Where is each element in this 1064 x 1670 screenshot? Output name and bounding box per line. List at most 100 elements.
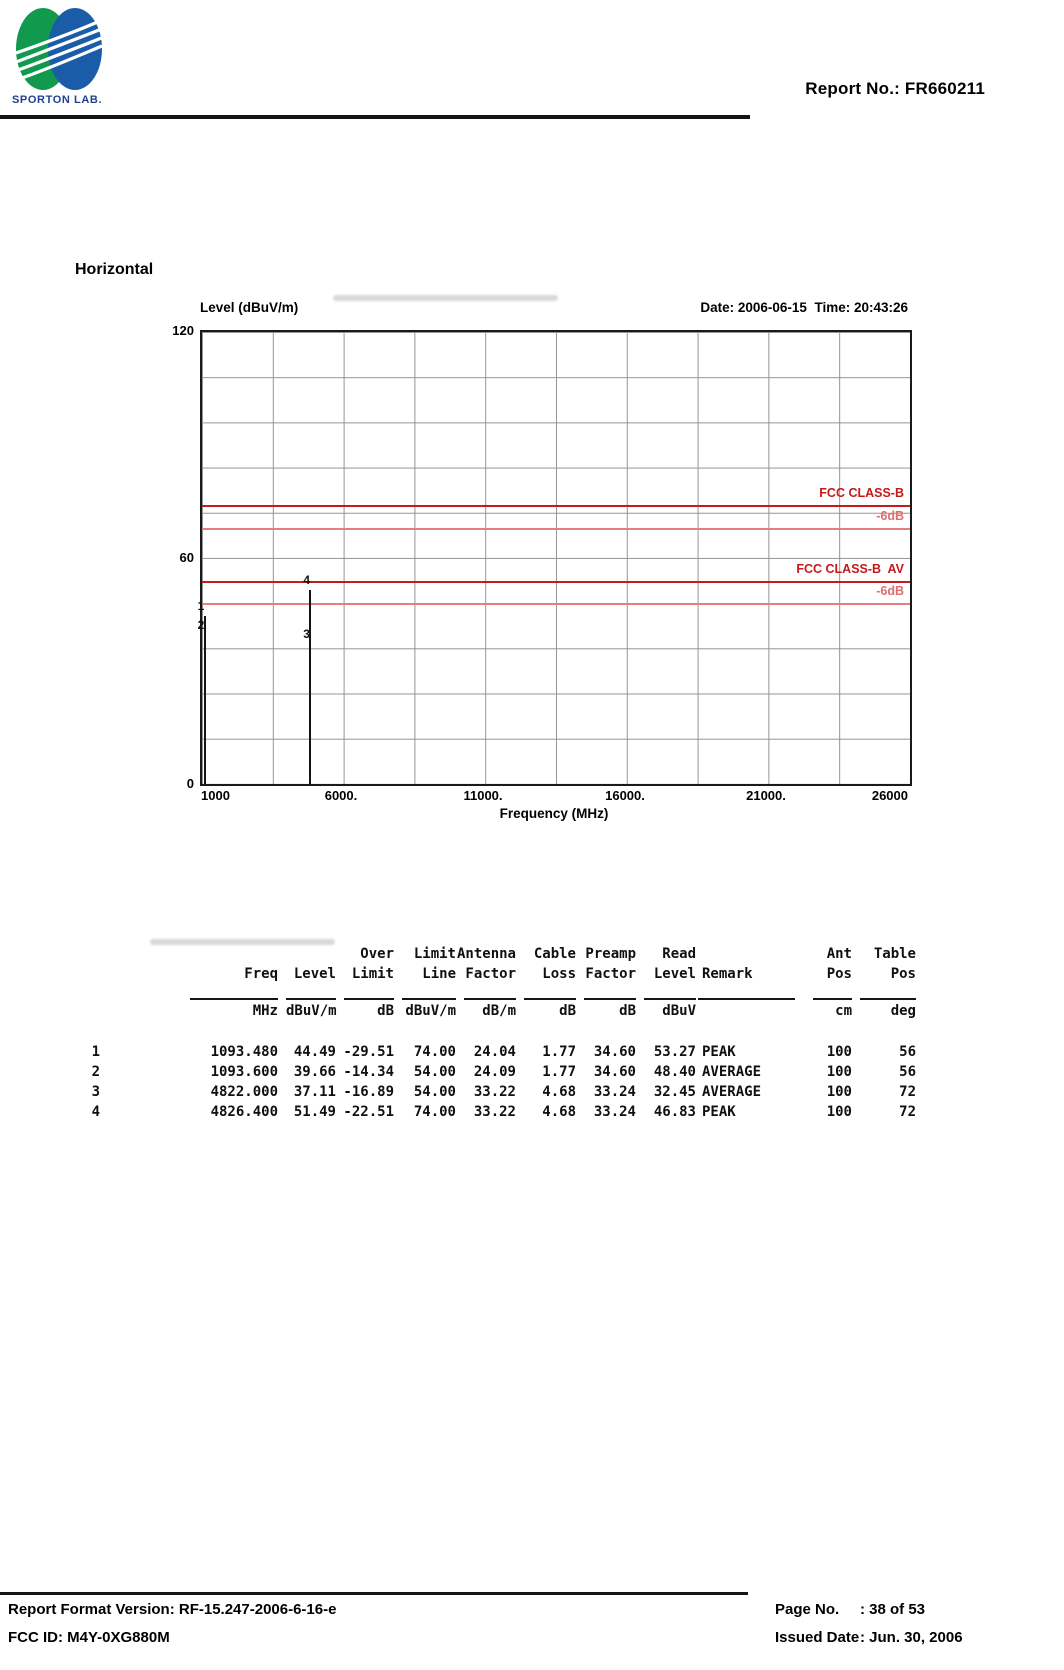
td-read: 32.45: [653, 1084, 696, 1100]
td-cable: 1.77: [542, 1064, 576, 1080]
th-level2: Level: [653, 966, 696, 982]
th-freq: Freq: [244, 966, 278, 982]
section-title: Horizontal: [75, 261, 154, 278]
td-preamp: 33.24: [593, 1084, 636, 1100]
signal-spike: [203, 634, 206, 784]
td-over: -22.51: [343, 1104, 394, 1120]
td-over: -14.34: [343, 1064, 394, 1080]
y-tick-label: 0: [186, 776, 194, 791]
td-read: 53.27: [653, 1044, 696, 1060]
x-tick-label: 26000: [871, 788, 908, 803]
x-axis-title: Frequency (MHz): [499, 806, 609, 821]
limit-line: [202, 580, 910, 583]
th-factor: Factor: [465, 966, 516, 982]
x-tick-label: 11000.: [463, 788, 503, 803]
td-remark: PEAK: [702, 1044, 736, 1060]
th-pos1: Pos: [826, 966, 852, 982]
td-table: 56: [899, 1064, 916, 1080]
x-tick-label: 1000: [201, 788, 230, 803]
chart-datetime: Date: 2006-06-15 Time: 20:43:26: [700, 300, 908, 315]
td-no: 1: [91, 1044, 100, 1060]
unit-line: dBuV/m: [402, 998, 456, 1023]
limit-label: FCC CLASS-B AV: [796, 561, 904, 576]
y-tick-label: 60: [179, 550, 194, 565]
signal-marker: 2: [197, 617, 205, 632]
th-line: Line: [422, 966, 456, 982]
report-number: Report No.: FR660211: [805, 79, 985, 98]
unit-read: dBuV: [644, 998, 696, 1023]
th-antenna: Antenna: [456, 946, 516, 962]
limit-line: [202, 603, 910, 606]
td-no: 2: [91, 1064, 100, 1080]
td-level: 39.66: [293, 1064, 336, 1080]
td-preamp: 34.60: [593, 1044, 636, 1060]
logo-text: SPORTON LAB.: [12, 94, 103, 106]
signal-marker: 4: [303, 573, 311, 588]
limit-label: -6dB: [876, 584, 904, 599]
th-limit2: Limit: [351, 966, 394, 982]
table-row: 4 4826.400 51.49 -22.51 74.00 33.22 4.68…: [85, 1102, 916, 1122]
limit-label: FCC CLASS-B: [819, 486, 904, 501]
x-tick-label: 6000.: [324, 788, 358, 803]
page-no-value: : 38 of 53: [860, 1601, 926, 1618]
fcc-id: FCC ID: M4Y-0XG880M: [8, 1629, 170, 1646]
th-over: Over: [360, 946, 394, 962]
limit-line: [202, 505, 910, 508]
th-loss: Loss: [542, 966, 576, 982]
scan-artifact: [150, 939, 335, 945]
td-over: -29.51: [343, 1044, 394, 1060]
td-antenna: 33.22: [473, 1104, 516, 1120]
table-units-row: MHz dBuV/m dB dBuV/m dB/m dB dB dBuV cm …: [85, 998, 916, 1024]
th-level: Level: [293, 966, 336, 982]
unit-freq: MHz: [190, 998, 278, 1023]
td-level: 37.11: [293, 1084, 336, 1100]
td-antenna: 24.09: [473, 1064, 516, 1080]
td-ant: 100: [826, 1064, 852, 1080]
unit-cable: dB: [524, 998, 576, 1023]
unit-level: dBuV/m: [286, 998, 337, 1023]
th-ant: Ant: [826, 946, 852, 962]
td-remark: PEAK: [702, 1104, 736, 1120]
td-level: 44.49: [293, 1044, 336, 1060]
spectrum-chart: Level (dBuV/m) Date: 2006-06-15 Time: 20…: [140, 292, 920, 837]
td-table: 56: [899, 1044, 916, 1060]
plot-area: FCC CLASS-B -6dB FCC CLASS-B AV -6dB 1 2 3 4: [197, 330, 912, 786]
th-preamp: Preamp: [585, 946, 636, 962]
td-level: 51.49: [293, 1104, 336, 1120]
signal-marker: 3: [303, 627, 310, 642]
td-read: 46.83: [653, 1104, 696, 1120]
td-no: 3: [91, 1084, 100, 1100]
unit-over: dB: [344, 998, 394, 1023]
limit-line: [202, 527, 910, 530]
th-remark: Remark: [702, 966, 753, 982]
td-table: 72: [899, 1084, 916, 1100]
td-cable: 4.68: [542, 1104, 576, 1120]
unit-table: deg: [860, 998, 916, 1023]
th-limit: Limit: [413, 946, 456, 962]
td-antenna: 24.04: [473, 1044, 516, 1060]
unit-preamp: dB: [584, 998, 636, 1023]
td-line: 74.00: [413, 1104, 456, 1120]
td-read: 48.40: [653, 1064, 696, 1080]
x-tick-label: 21000.: [746, 788, 786, 803]
measurement-table: Over Limit Antenna Cable Preamp Read Ant…: [85, 944, 916, 1122]
table-row: 1 1093.480 44.49 -29.51 74.00 24.04 1.77…: [85, 1042, 916, 1062]
footer-rule: [0, 1592, 748, 1595]
td-antenna: 33.22: [473, 1084, 516, 1100]
th-read: Read: [662, 946, 696, 962]
x-tick-label: 16000.: [605, 788, 645, 803]
th-pos2: Pos: [890, 966, 916, 982]
table-header-row-1: Over Limit Antenna Cable Preamp Read Ant…: [85, 944, 916, 964]
td-preamp: 33.24: [593, 1104, 636, 1120]
units-underline: [698, 998, 795, 1023]
page-no-label: Page No.: [775, 1601, 840, 1618]
td-cable: 1.77: [542, 1044, 576, 1060]
header-rule: [0, 115, 750, 119]
table-row: 3 4822.000 37.11 -16.89 54.00 33.22 4.68…: [85, 1082, 916, 1102]
th-cable: Cable: [533, 946, 576, 962]
signal-marker: 1: [197, 599, 205, 614]
td-over: -16.89: [343, 1084, 394, 1100]
td-freq: 4826.400: [210, 1104, 278, 1120]
limit-label: -6dB: [876, 508, 904, 523]
